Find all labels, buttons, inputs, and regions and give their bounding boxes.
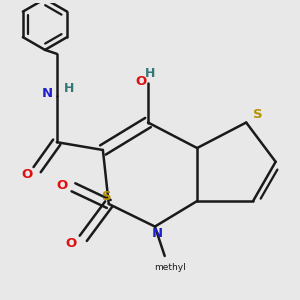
Text: S: S bbox=[102, 190, 112, 202]
Text: N: N bbox=[151, 227, 162, 240]
Text: O: O bbox=[66, 237, 77, 250]
Text: O: O bbox=[136, 75, 147, 88]
Text: N: N bbox=[41, 87, 52, 100]
Text: H: H bbox=[145, 67, 155, 80]
Text: O: O bbox=[22, 168, 33, 181]
Text: H: H bbox=[64, 82, 75, 95]
Text: methyl: methyl bbox=[154, 263, 185, 272]
Text: S: S bbox=[253, 108, 263, 121]
Text: O: O bbox=[56, 179, 67, 192]
